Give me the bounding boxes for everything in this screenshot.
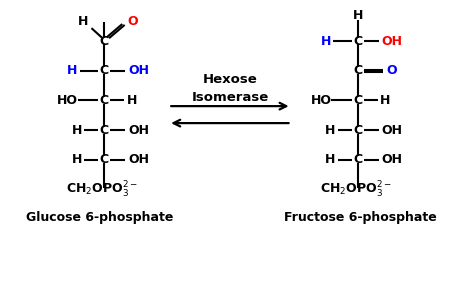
Text: CH$_2$OPO$_3^{2-}$: CH$_2$OPO$_3^{2-}$ <box>66 179 138 200</box>
Text: OH: OH <box>128 124 149 137</box>
Text: C: C <box>100 124 109 137</box>
Text: H: H <box>320 35 331 48</box>
Text: HO: HO <box>311 94 332 107</box>
Text: H: H <box>325 124 336 137</box>
Text: C: C <box>353 94 363 107</box>
Text: C: C <box>353 35 363 48</box>
Text: HO: HO <box>57 94 78 107</box>
Text: C: C <box>100 94 109 107</box>
Text: C: C <box>353 64 363 77</box>
Text: O: O <box>128 15 138 28</box>
Text: H: H <box>78 15 88 28</box>
Text: H: H <box>72 153 82 166</box>
Text: H: H <box>67 64 77 77</box>
Text: Glucose 6-phosphate: Glucose 6-phosphate <box>26 211 173 224</box>
Text: O: O <box>387 64 397 77</box>
Text: C: C <box>100 153 109 166</box>
Text: OH: OH <box>382 124 402 137</box>
Text: Isomerase: Isomerase <box>191 91 268 104</box>
Text: C: C <box>100 35 109 48</box>
Text: H: H <box>127 94 137 107</box>
Text: C: C <box>100 64 109 77</box>
Text: H: H <box>380 94 391 107</box>
Text: CH$_2$OPO$_3^{2-}$: CH$_2$OPO$_3^{2-}$ <box>319 179 392 200</box>
Text: OH: OH <box>128 153 149 166</box>
Text: H: H <box>72 124 82 137</box>
Text: C: C <box>353 153 363 166</box>
Text: Hexose: Hexose <box>202 73 257 86</box>
Text: H: H <box>353 9 363 22</box>
Text: C: C <box>353 124 363 137</box>
Text: OH: OH <box>128 64 149 77</box>
Text: OH: OH <box>382 153 402 166</box>
Text: Fructose 6-phosphate: Fructose 6-phosphate <box>284 211 437 224</box>
Text: H: H <box>325 153 336 166</box>
Text: OH: OH <box>382 35 402 48</box>
